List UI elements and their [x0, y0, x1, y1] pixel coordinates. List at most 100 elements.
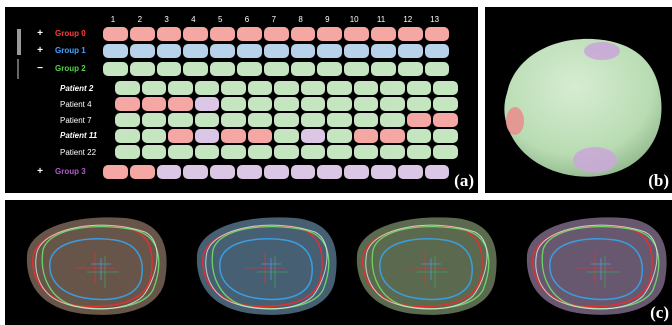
grid-cell-patient4-4[interactable]: [194, 97, 219, 111]
group-0-toggle[interactable]: +: [37, 28, 43, 39]
grid-cell-patient2-5[interactable]: [221, 81, 246, 95]
grid-cell-group0-1[interactable]: [103, 27, 128, 41]
grid-cell-group3-12[interactable]: [397, 165, 423, 179]
grid-cell-patient2-8[interactable]: [300, 81, 325, 95]
grid-cell-patient7-3[interactable]: [168, 113, 193, 127]
grid-cell-patient4-1[interactable]: [115, 97, 140, 111]
grid-cell-patient11-13[interactable]: [433, 129, 458, 143]
grid-cell-patient11-9[interactable]: [327, 129, 352, 143]
grid-cell-patient4-12[interactable]: [406, 97, 431, 111]
grid-cell-patient7-5[interactable]: [221, 113, 246, 127]
grid-cell-group1-4[interactable]: [183, 44, 209, 58]
grid-cell-group0-12[interactable]: [397, 27, 423, 41]
group-0-label[interactable]: Group 0: [55, 29, 86, 38]
patient-22-label[interactable]: Patient 22: [60, 148, 97, 157]
grid-cell-patient2-12[interactable]: [406, 81, 431, 95]
grid-cell-patient22-2[interactable]: [141, 145, 166, 159]
grid-cell-patient11-11[interactable]: [380, 129, 405, 143]
grid-cell-patient4-2[interactable]: [141, 97, 166, 111]
patient-11-label[interactable]: Patient 11: [60, 131, 98, 140]
group-2-toggle[interactable]: −: [37, 63, 43, 74]
grid-cell-group1-10[interactable]: [344, 44, 369, 58]
group-3-toggle[interactable]: +: [37, 166, 43, 177]
grid-cell-patient4-6[interactable]: [247, 97, 272, 111]
grid-cell-group3-3[interactable]: [156, 165, 182, 179]
grid-cell-group1-2[interactable]: [129, 44, 155, 58]
grid-cell-group3-10[interactable]: [344, 165, 369, 179]
grid-cell-group2-6[interactable]: [237, 62, 262, 76]
grid-cell-patient22-8[interactable]: [300, 145, 325, 159]
grid-cell-group2-12[interactable]: [397, 62, 423, 76]
grid-cell-patient7-1[interactable]: [115, 113, 140, 127]
grid-cell-group3-9[interactable]: [317, 165, 343, 179]
grid-cell-group3-4[interactable]: [183, 165, 209, 179]
grid-cell-patient11-5[interactable]: [221, 129, 246, 143]
grid-cell-group0-3[interactable]: [156, 27, 182, 41]
grid-cell-patient11-10[interactable]: [353, 129, 378, 143]
grid-cell-patient22-9[interactable]: [327, 145, 352, 159]
grid-cell-group1-1[interactable]: [103, 44, 128, 58]
grid-cell-patient4-10[interactable]: [353, 97, 378, 111]
grid-cell-group1-9[interactable]: [317, 44, 343, 58]
grid-cell-patient2-10[interactable]: [353, 81, 378, 95]
grid-cell-group0-11[interactable]: [371, 27, 396, 41]
grid-cell-patient2-4[interactable]: [194, 81, 219, 95]
grid-cell-patient7-4[interactable]: [194, 113, 219, 127]
grid-cell-patient7-11[interactable]: [380, 113, 405, 127]
grid-cell-patient22-6[interactable]: [247, 145, 272, 159]
grid-cell-patient11-7[interactable]: [274, 129, 299, 143]
grid-cell-patient4-7[interactable]: [274, 97, 299, 111]
grid-cell-patient22-1[interactable]: [115, 145, 140, 159]
grid-cell-patient7-13[interactable]: [433, 113, 458, 127]
grid-cell-group3-8[interactable]: [290, 165, 316, 179]
grid-cell-group3-5[interactable]: [210, 165, 235, 179]
grid-cell-group2-1[interactable]: [103, 62, 128, 76]
grid-cell-patient11-1[interactable]: [115, 129, 140, 143]
grid-cell-group3-2[interactable]: [129, 165, 155, 179]
grid-cell-group0-6[interactable]: [237, 27, 262, 41]
group-3-label[interactable]: Group 3: [55, 167, 86, 176]
grid-cell-group0-8[interactable]: [290, 27, 316, 41]
grid-cell-patient7-6[interactable]: [247, 113, 272, 127]
3d-shape[interactable]: [485, 7, 672, 193]
grid-cell-patient11-6[interactable]: [247, 129, 272, 143]
grid-cell-group0-9[interactable]: [317, 27, 343, 41]
grid-cell-patient7-12[interactable]: [406, 113, 431, 127]
grid-cell-patient22-13[interactable]: [433, 145, 458, 159]
grid-cell-group2-5[interactable]: [210, 62, 235, 76]
grid-cell-patient7-8[interactable]: [300, 113, 325, 127]
patient-7-label[interactable]: Patient 7: [60, 116, 92, 125]
grid-cell-group2-13[interactable]: [424, 62, 450, 76]
grid-cell-group1-12[interactable]: [397, 44, 423, 58]
grid-cell-group2-3[interactable]: [156, 62, 182, 76]
grid-cell-patient11-2[interactable]: [141, 129, 166, 143]
grid-cell-patient4-5[interactable]: [221, 97, 246, 111]
grid-cell-patient22-3[interactable]: [168, 145, 193, 159]
grid-cell-group0-10[interactable]: [344, 27, 369, 41]
grid-cell-group2-2[interactable]: [129, 62, 155, 76]
grid-cell-patient22-7[interactable]: [274, 145, 299, 159]
grid-cell-group2-4[interactable]: [183, 62, 209, 76]
grid-cell-patient11-4[interactable]: [194, 129, 219, 143]
grid-cell-patient22-12[interactable]: [406, 145, 431, 159]
grid-cell-patient2-6[interactable]: [247, 81, 272, 95]
grid-cell-patient2-7[interactable]: [274, 81, 299, 95]
scrollbar[interactable]: [17, 29, 21, 55]
grid-cell-group2-8[interactable]: [290, 62, 316, 76]
grid-cell-group3-13[interactable]: [424, 165, 450, 179]
grid-cell-patient22-10[interactable]: [353, 145, 378, 159]
grid-cell-patient4-9[interactable]: [327, 97, 352, 111]
grid-cell-group2-7[interactable]: [263, 62, 289, 76]
grid-cell-group0-13[interactable]: [424, 27, 450, 41]
grid-cell-patient22-5[interactable]: [221, 145, 246, 159]
grid-cell-patient11-3[interactable]: [168, 129, 193, 143]
grid-cell-patient11-8[interactable]: [300, 129, 325, 143]
grid-cell-patient7-9[interactable]: [327, 113, 352, 127]
grid-cell-group0-2[interactable]: [129, 27, 155, 41]
grid-cell-group1-8[interactable]: [290, 44, 316, 58]
grid-cell-group0-5[interactable]: [210, 27, 235, 41]
grid-cell-group3-11[interactable]: [371, 165, 396, 179]
grid-cell-patient2-2[interactable]: [141, 81, 166, 95]
grid-cell-patient4-3[interactable]: [168, 97, 193, 111]
grid-cell-patient2-9[interactable]: [327, 81, 352, 95]
